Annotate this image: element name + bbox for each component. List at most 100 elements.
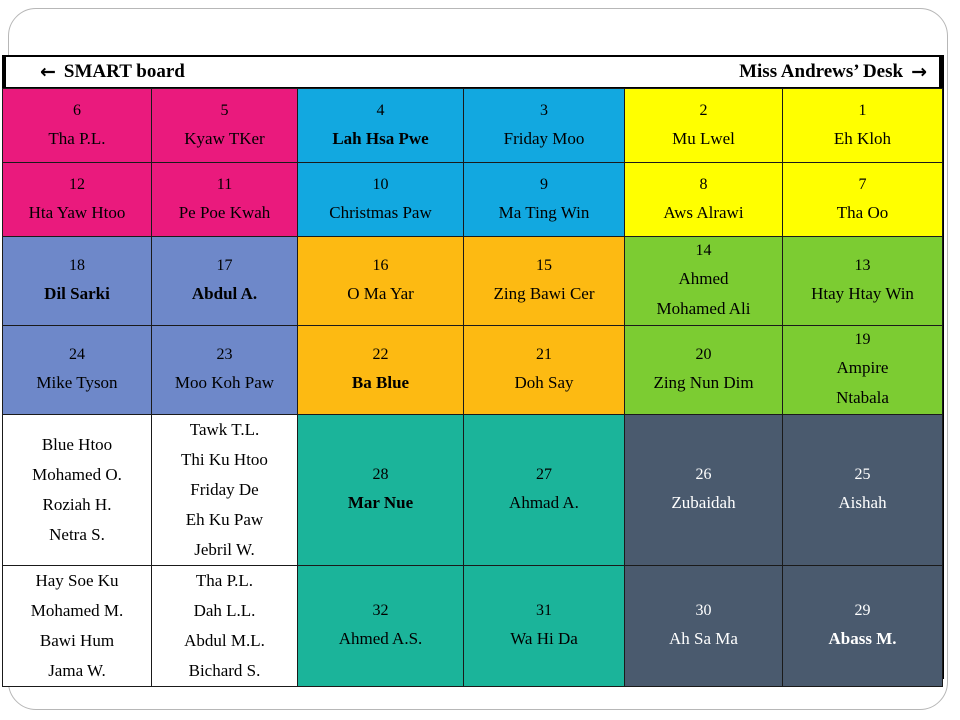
student-name: Mar Nue [347, 493, 414, 512]
seat-row: 18 Dil Sarki 17 Abdul A. 16 O Ma Yar 15 Zing Ba… [2, 236, 943, 326]
student-name: Mohamed O. [32, 465, 122, 484]
seat-cell: 27 Ahmad A. [463, 414, 625, 566]
seat-number: 15 [536, 257, 552, 274]
student-name: Zing Bawi Cer [493, 284, 595, 303]
student-name: O Ma Yar [347, 284, 414, 303]
student-name: Hay Soe Ku [35, 571, 119, 590]
student-name: Netra S. [49, 525, 105, 544]
seat-number: 8 [699, 175, 708, 193]
group-cell: Hay Soe Ku Mohamed M. Bawi Hum Jama W. [2, 565, 152, 687]
seat-cell: 14 Ahmed Mohamed Ali [624, 236, 783, 326]
teacher-desk-label: Miss Andrews’ Desk → [739, 61, 927, 83]
seat-number: 5 [220, 101, 229, 119]
seat-cell: 1 Eh Kloh [782, 88, 943, 163]
student-name-line2: Ntabala [836, 388, 889, 407]
seat-number: 28 [372, 466, 389, 483]
student-name: Htay Htay Win [811, 284, 914, 303]
seat-cell: 2 Mu Lwel [624, 88, 783, 163]
seat-number: 11 [216, 175, 233, 193]
student-name: Ba Blue [351, 373, 410, 392]
student-name: Mohamed M. [30, 601, 124, 620]
seat-number: 12 [69, 175, 85, 193]
seat-number: 22 [372, 346, 389, 363]
seat-row: 12 Hta Yaw Htoo 11 Pe Poe Kwah 10 Christmas P… [2, 162, 943, 237]
student-name: Kyaw TKer [184, 128, 265, 148]
seat-cell: 9 Ma Ting Win [463, 162, 625, 237]
seat-cell: 31 Wa Hi Da [463, 565, 625, 687]
seat-number: 20 [695, 346, 712, 363]
student-name: Bichard S. [188, 661, 261, 680]
teacher-desk-text: Miss Andrews’ Desk [739, 61, 904, 82]
student-name: Eh Kloh [833, 128, 892, 148]
student-name: Jama W. [48, 661, 106, 680]
student-name: Bawi Hum [39, 631, 115, 650]
student-name: Pe Poe Kwah [178, 202, 271, 222]
seat-number: 3 [540, 101, 548, 119]
student-name: Thi Ku Htoo [181, 450, 268, 469]
seat-cell: 24 Mike Tyson [2, 325, 152, 415]
student-name: Aishah [838, 493, 887, 512]
student-name: Abdul M.L. [184, 631, 265, 650]
seat-cell: 20 Zing Nun Dim [624, 325, 783, 415]
arrow-left-icon: ← [40, 61, 56, 83]
seat-number: 18 [69, 257, 85, 274]
seat-cell: 7 Tha Oo [782, 162, 943, 237]
seat-number: 32 [372, 602, 389, 619]
student-name: Ma Ting Win [498, 202, 590, 222]
seat-number: 6 [73, 101, 81, 119]
room-header: ← SMART board Miss Andrews’ Desk → [6, 57, 939, 87]
student-name: Abdul A. [191, 284, 258, 303]
seat-number: 9 [540, 175, 548, 193]
seat-row: 6 Tha P.L. 5 Kyaw TKer 4 Lah Hsa Pwe 3 Friday M… [2, 88, 943, 163]
seat-cell: 22 Ba Blue [297, 325, 464, 415]
group-cell: Tha P.L. Dah L.L. Abdul M.L. Bichard S. [151, 565, 298, 687]
seat-cell: 3 Friday Moo [463, 88, 625, 163]
student-name: Hta Yaw Htoo [28, 202, 126, 222]
student-name: Friday Moo [503, 128, 585, 148]
student-name: Dah L.L. [193, 601, 256, 620]
seat-cell: 17 Abdul A. [151, 236, 298, 326]
student-name: Zing Nun Dim [653, 373, 754, 392]
student-name: Abass M. [828, 629, 897, 648]
seat-cell: 29 Abass M. [782, 565, 943, 687]
seat-row: 24 Mike Tyson 23 Moo Koh Paw 22 Ba Blue 21 Doh … [2, 325, 943, 415]
student-name: Mu Lwel [672, 128, 735, 148]
seat-number: 7 [858, 175, 867, 193]
student-name: Lah Hsa Pwe [332, 128, 429, 148]
group-row: Blue Htoo Mohamed O. Roziah H. Netra S. Tawk… [2, 414, 943, 566]
student-name: Jebril W. [194, 540, 255, 559]
student-name: Aws Alrawi [663, 202, 744, 222]
seat-cell: 13 Htay Htay Win [782, 236, 943, 326]
seat-number: 14 [695, 242, 712, 259]
seat-cell: 10 Christmas Paw [297, 162, 464, 237]
seat-cell: 19 Ampire Ntabala [782, 325, 943, 415]
student-name: Mike Tyson [36, 373, 118, 392]
student-name: Tha Oo [836, 202, 889, 222]
seat-number: 27 [536, 466, 552, 483]
student-name: Ahmad A. [509, 493, 579, 512]
group-cell: Blue Htoo Mohamed O. Roziah H. Netra S. [2, 414, 152, 566]
seat-cell: 26 Zubaidah [624, 414, 783, 566]
seat-number: 25 [854, 466, 871, 483]
seat-number: 16 [372, 257, 389, 274]
seat-cell: 8 Aws Alrawi [624, 162, 783, 237]
seat-number: 4 [376, 101, 385, 119]
seat-cell: 25 Aishah [782, 414, 943, 566]
seat-cell: 4 Lah Hsa Pwe [297, 88, 464, 163]
seat-grid: 6 Tha P.L. 5 Kyaw TKer 4 Lah Hsa Pwe 3 Friday M… [2, 88, 943, 687]
student-name: Tawk T.L. [189, 420, 260, 439]
seat-number: 10 [372, 175, 389, 193]
seat-number: 13 [854, 257, 871, 274]
student-name: Wa Hi Da [510, 629, 578, 648]
seat-cell: 5 Kyaw TKer [151, 88, 298, 163]
student-name: Tha P.L. [195, 571, 254, 590]
seat-number: 31 [536, 602, 552, 619]
seat-number: 24 [69, 346, 85, 363]
seat-number: 21 [536, 346, 552, 363]
student-name: Moo Koh Paw [174, 373, 275, 392]
student-name: Christmas Paw [329, 202, 432, 222]
seat-number: 29 [854, 602, 871, 619]
seat-cell: 12 Hta Yaw Htoo [2, 162, 152, 237]
seat-cell: 11 Pe Poe Kwah [151, 162, 298, 237]
seat-cell: 15 Zing Bawi Cer [463, 236, 625, 326]
